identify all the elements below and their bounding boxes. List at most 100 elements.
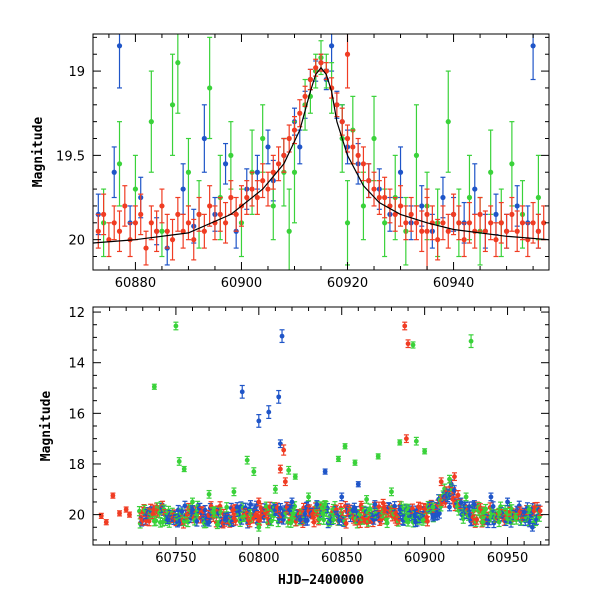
bottom-x-tick-label: 60750 — [155, 551, 196, 566]
top-red-point — [525, 222, 531, 258]
bottom-blue-point — [256, 414, 262, 428]
bottom-y-tick-label: 14 — [68, 357, 85, 372]
bottom-green-point — [256, 522, 262, 532]
top-red-point — [334, 92, 340, 118]
bottom-band-point — [416, 501, 422, 512]
bottom-green-point — [173, 321, 179, 331]
top-red-point — [244, 180, 250, 215]
top-red-point — [535, 213, 541, 249]
top-red-point — [249, 171, 255, 207]
bottom-green-point — [231, 487, 237, 497]
top-red-point — [466, 201, 473, 244]
bottom-red-point — [438, 477, 444, 487]
bottom-green-point — [335, 455, 341, 463]
top-red-point — [207, 185, 213, 227]
top-red-point — [169, 218, 176, 261]
bottom-y-tick-label: 12 — [68, 306, 85, 321]
top-red-point — [212, 205, 218, 241]
top-red-point — [138, 193, 144, 236]
bottom-red-point — [256, 497, 262, 507]
top-blue-point — [530, 34, 536, 81]
top-panel-light-curve: 60880 60900 60920 60940 19 19.5 20 Magnitude — [31, 33, 550, 291]
top-red-point — [323, 62, 329, 81]
top-red-point — [440, 205, 446, 241]
top-green-point — [286, 188, 292, 270]
bottom-panel-ticks: 60750 60800 60850 60900 60950 12 14 16 18 20 — [68, 306, 549, 566]
bottom-blue-point — [289, 497, 295, 507]
top-panel-ticks: 60880 60900 60920 60940 19 19.5 20 — [56, 34, 549, 291]
bottom-band-point — [496, 516, 502, 528]
top-red-point — [233, 196, 239, 232]
bottom-green-point — [181, 465, 187, 473]
top-red-point — [445, 213, 451, 249]
top-red-point — [159, 188, 165, 224]
top-red-point — [509, 196, 515, 232]
bottom-blue-point — [297, 515, 303, 525]
top-red-point — [313, 58, 319, 77]
bottom-panel-light-curve: 60750 60800 60850 60900 60950 12 14 16 18 20 Magn… — [39, 306, 550, 588]
bottom-band-point — [224, 502, 230, 513]
top-red-point — [329, 77, 335, 99]
bottom-blue-point — [322, 468, 328, 475]
bottom-green-point — [410, 341, 416, 349]
top-green-point — [169, 53, 176, 156]
top-red-point — [175, 196, 181, 232]
top-red-point — [376, 180, 382, 215]
top-red-point — [228, 180, 234, 215]
bottom-band-point — [451, 485, 457, 496]
bottom-green-point — [468, 334, 474, 349]
bottom-y-tick-label: 18 — [68, 458, 85, 473]
bottom-band-point — [311, 517, 317, 528]
bottom-blue-point — [488, 492, 494, 502]
bottom-band-point — [321, 514, 327, 525]
bottom-green-point — [526, 505, 532, 514]
top-x-tick-label: 60920 — [327, 276, 368, 291]
top-blue-point — [201, 104, 207, 173]
bottom-green-point — [206, 489, 212, 499]
bottom-blue-point — [529, 522, 535, 532]
bottom-y-tick-label: 20 — [68, 509, 85, 524]
bottom-red-point — [123, 506, 129, 513]
bottom-band-point — [153, 515, 159, 526]
bottom-band-point — [436, 508, 442, 519]
top-red-point — [281, 137, 287, 173]
top-blue-point — [180, 163, 186, 215]
top-red-point — [498, 201, 504, 244]
top-red-point — [371, 171, 377, 207]
top-x-tick-label: 60940 — [433, 276, 474, 291]
bottom-green-point — [151, 383, 157, 390]
bottom-green-point — [430, 502, 436, 512]
bottom-red-point — [405, 339, 411, 349]
bottom-green-point — [286, 465, 292, 475]
bottom-blue-point — [206, 517, 212, 527]
top-red-point — [503, 213, 510, 249]
top-green-point — [445, 70, 451, 173]
top-green-point — [360, 171, 367, 241]
top-red-point — [482, 210, 488, 253]
top-green-point — [488, 129, 494, 215]
top-red-point — [355, 137, 361, 173]
bottom-band-point — [458, 497, 464, 508]
top-red-point — [132, 205, 139, 241]
bottom-green-point — [352, 459, 358, 466]
bottom-blue-point — [276, 389, 282, 404]
top-green-point — [116, 121, 123, 207]
top-blue-point — [472, 163, 478, 215]
bottom-blue-point — [239, 384, 245, 399]
bottom-blue-point — [355, 481, 361, 488]
top-red-point — [387, 188, 393, 224]
top-red-point — [201, 213, 207, 249]
top-red-point — [196, 196, 202, 232]
top-green-point — [148, 70, 154, 173]
bottom-green-point — [513, 512, 519, 522]
bottom-green-point — [214, 520, 220, 530]
bottom-green-point — [292, 473, 298, 480]
top-red-point — [403, 205, 409, 241]
top-red-point — [222, 201, 229, 244]
top-model-curve — [93, 66, 549, 244]
top-red-point — [164, 213, 170, 249]
top-green-point — [344, 180, 351, 266]
top-red-point — [519, 205, 526, 241]
top-x-tick-label: 60900 — [221, 276, 262, 291]
top-red-point — [472, 213, 478, 249]
